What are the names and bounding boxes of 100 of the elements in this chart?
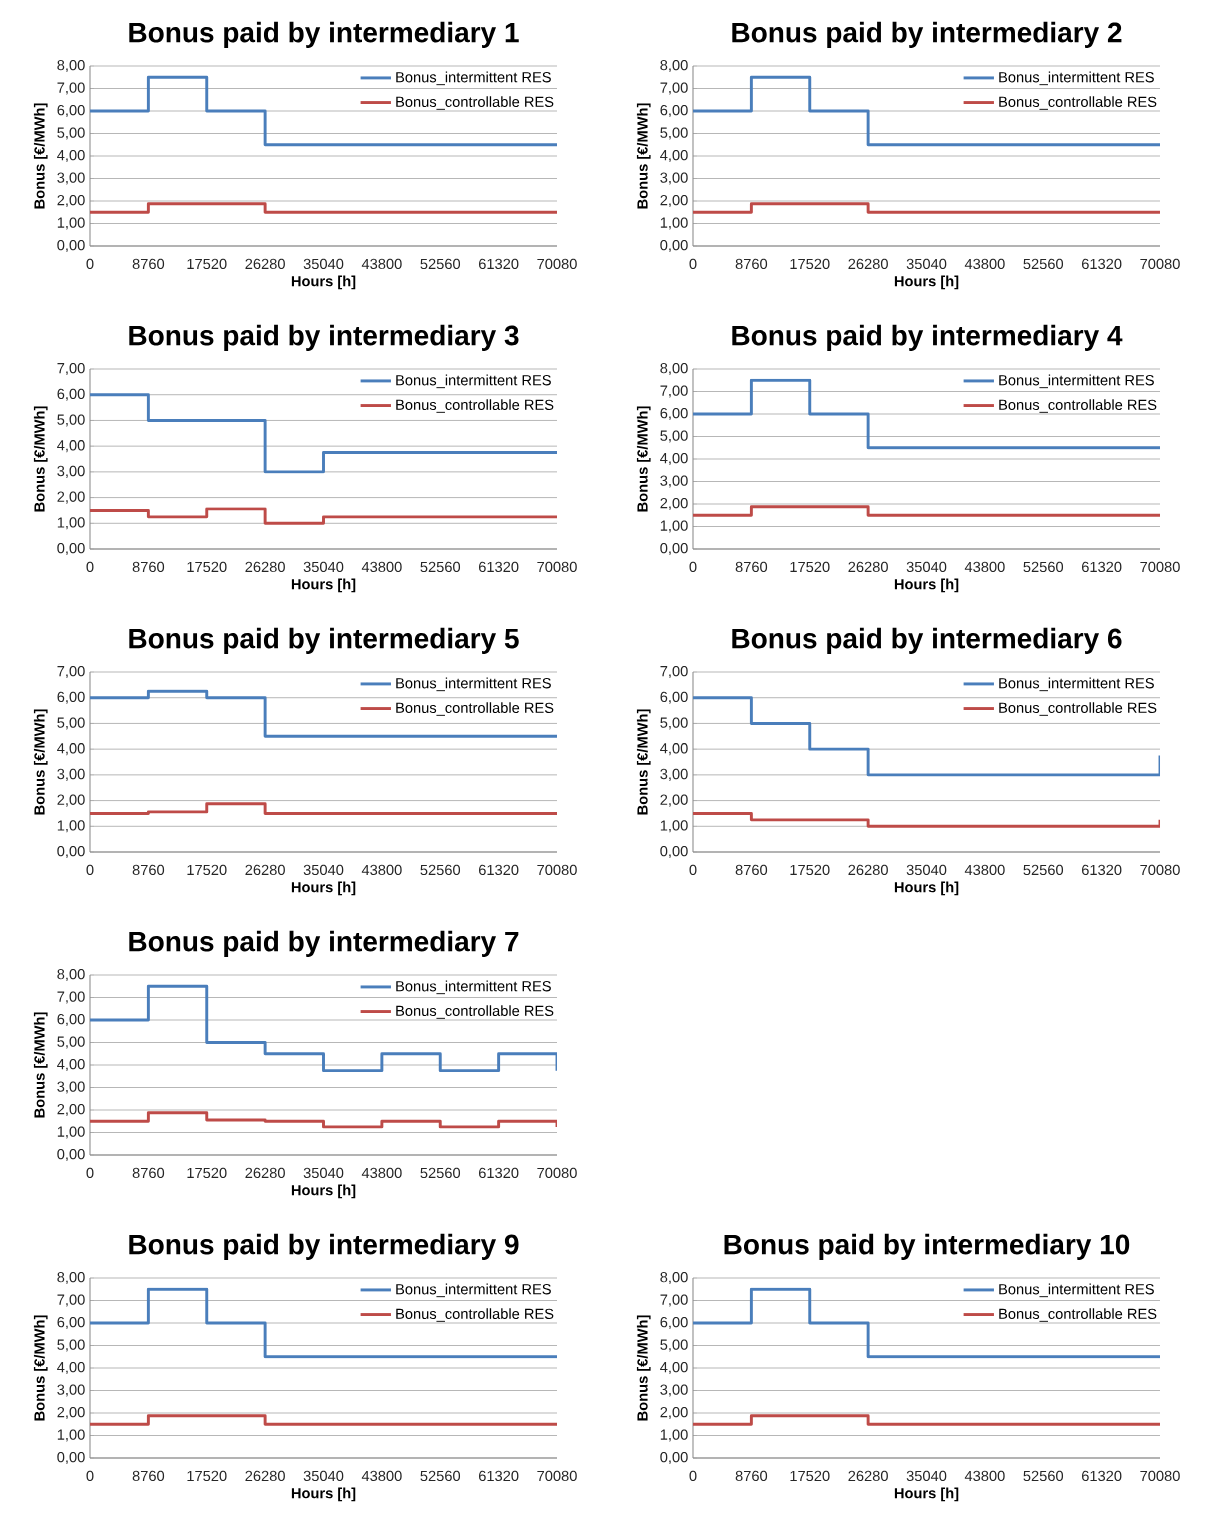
y-axis-title: Bonus [€/MWh]	[33, 1012, 48, 1118]
y-axis-title: Bonus [€/MWh]	[636, 1315, 651, 1421]
y-tick-label: 5,00	[57, 127, 85, 140]
x-tick-label: 70080	[537, 1470, 577, 1482]
y-tick-label: 6,00	[660, 104, 688, 118]
y-tick-label: 3,00	[57, 465, 85, 478]
y-tick-label: 4,00	[660, 452, 688, 466]
legend-label: Bonus_controllable RES	[999, 399, 1157, 413]
y-tick-label: 2,00	[57, 794, 85, 807]
x-tick-label: 26280	[245, 561, 285, 573]
legend-label: Bonus_intermittent RES	[396, 980, 551, 995]
x-tick-label: 35040	[303, 258, 344, 270]
y-tick-label: 5,00	[57, 1036, 85, 1049]
x-tick-label: 35040	[303, 1167, 344, 1179]
legend-label: Bonus_controllable RES	[999, 702, 1157, 716]
y-tick-label: 5,00	[660, 717, 688, 730]
y-tick-label: 1,00	[57, 217, 85, 230]
x-tick-label: 43800	[361, 1470, 402, 1482]
y-tick-label: 4,00	[57, 149, 85, 163]
y-axis-title: Bonus [€/MWh]	[33, 1315, 48, 1421]
x-tick-label: 0	[689, 258, 697, 270]
y-tick-label: 1,00	[660, 217, 688, 230]
legend-label: Bonus_controllable RES	[396, 1005, 554, 1019]
x-tick-label: 26280	[245, 258, 285, 270]
x-tick-label: 35040	[303, 561, 344, 573]
y-axis-title: Bonus [€/MWh]	[636, 709, 651, 815]
x-tick-label: 35040	[906, 1470, 947, 1482]
y-tick-label: 7,00	[660, 385, 688, 398]
x-axis-title: Hours [h]	[291, 1487, 356, 1502]
y-tick-label: 1,00	[660, 1429, 688, 1442]
legend-label: Bonus_intermittent RES	[999, 1283, 1154, 1298]
x-axis-title: Hours [h]	[894, 1487, 959, 1502]
legend-label: Bonus_controllable RES	[396, 399, 554, 413]
y-tick-label: 0,00	[57, 542, 85, 556]
x-tick-label: 8760	[132, 561, 165, 573]
x-tick-label: 0	[86, 561, 94, 573]
y-tick-label: 6,00	[660, 691, 688, 704]
x-tick-label: 52560	[420, 1470, 461, 1482]
y-tick-label: 8,00	[660, 362, 688, 376]
y-tick-label: 8,00	[660, 1271, 688, 1285]
x-tick-label: 0	[86, 864, 94, 876]
x-tick-label: 52560	[1023, 561, 1064, 573]
y-tick-label: 2,00	[660, 497, 688, 511]
y-tick-label: 7,00	[660, 665, 688, 679]
legend-label: Bonus_intermittent RES	[999, 677, 1154, 692]
x-tick-label: 17520	[790, 561, 830, 573]
y-tick-label: 5,00	[660, 430, 688, 443]
x-axis-title: Hours [h]	[291, 275, 356, 290]
y-tick-label: 5,00	[660, 127, 688, 140]
x-tick-label: 8760	[132, 864, 165, 876]
x-tick-label: 61320	[1081, 561, 1122, 573]
x-tick-label: 43800	[361, 1167, 402, 1179]
y-tick-label: 4,00	[660, 1361, 688, 1375]
y-tick-label: 6,00	[57, 1013, 85, 1027]
x-tick-label: 8760	[132, 258, 165, 270]
y-tick-label: 3,00	[57, 768, 85, 781]
y-tick-label: 4,00	[660, 743, 688, 756]
y-tick-label: 1,00	[57, 820, 85, 833]
y-tick-label: 2,00	[57, 491, 85, 504]
legend-label: Bonus_intermittent RES	[396, 71, 551, 86]
x-tick-label: 0	[86, 1470, 94, 1482]
y-axis-title: Bonus [€/MWh]	[33, 103, 48, 209]
y-tick-label: 8,00	[57, 59, 85, 73]
x-tick-label: 17520	[187, 864, 227, 876]
chart-title: Bonus paid by intermediary 10	[724, 1233, 1130, 1260]
x-tick-label: 43800	[964, 258, 1005, 270]
x-tick-label: 70080	[537, 561, 577, 573]
x-tick-label: 52560	[420, 561, 461, 573]
chart-title: Bonus paid by intermediary 4	[732, 324, 1123, 351]
y-tick-label: 3,00	[57, 1081, 85, 1094]
x-tick-label: 43800	[964, 864, 1005, 876]
x-tick-label: 8760	[132, 1470, 165, 1482]
x-tick-label: 61320	[1081, 258, 1122, 270]
x-tick-label: 0	[689, 864, 697, 876]
x-tick-label: 8760	[735, 1470, 768, 1482]
y-tick-label: 2,00	[57, 194, 85, 208]
x-axis-title: Hours [h]	[291, 881, 356, 896]
x-tick-label: 8760	[735, 864, 768, 876]
y-axis-title: Bonus [€/MWh]	[636, 406, 651, 512]
y-tick-label: 8,00	[57, 968, 85, 982]
y-tick-label: 7,00	[57, 665, 85, 679]
y-tick-label: 0,00	[57, 845, 85, 859]
y-tick-label: 5,00	[57, 414, 85, 427]
x-tick-label: 70080	[537, 258, 577, 270]
x-tick-label: 17520	[187, 258, 227, 270]
x-tick-label: 0	[689, 561, 697, 573]
y-tick-label: 3,00	[660, 768, 688, 781]
x-tick-label: 61320	[478, 1470, 519, 1482]
x-tick-label: 52560	[1023, 258, 1064, 270]
x-tick-label: 61320	[478, 561, 519, 573]
chart-title: Bonus paid by intermediary 1	[129, 21, 519, 48]
x-tick-label: 26280	[245, 1167, 285, 1179]
x-tick-label: 17520	[187, 1167, 227, 1179]
x-axis-title: Hours [h]	[894, 578, 959, 593]
x-tick-label: 52560	[420, 864, 461, 876]
x-tick-label: 43800	[361, 864, 402, 876]
x-tick-label: 52560	[420, 1167, 461, 1179]
y-tick-label: 4,00	[660, 149, 688, 163]
x-axis-title: Hours [h]	[894, 275, 959, 290]
y-tick-label: 2,00	[57, 1103, 85, 1117]
